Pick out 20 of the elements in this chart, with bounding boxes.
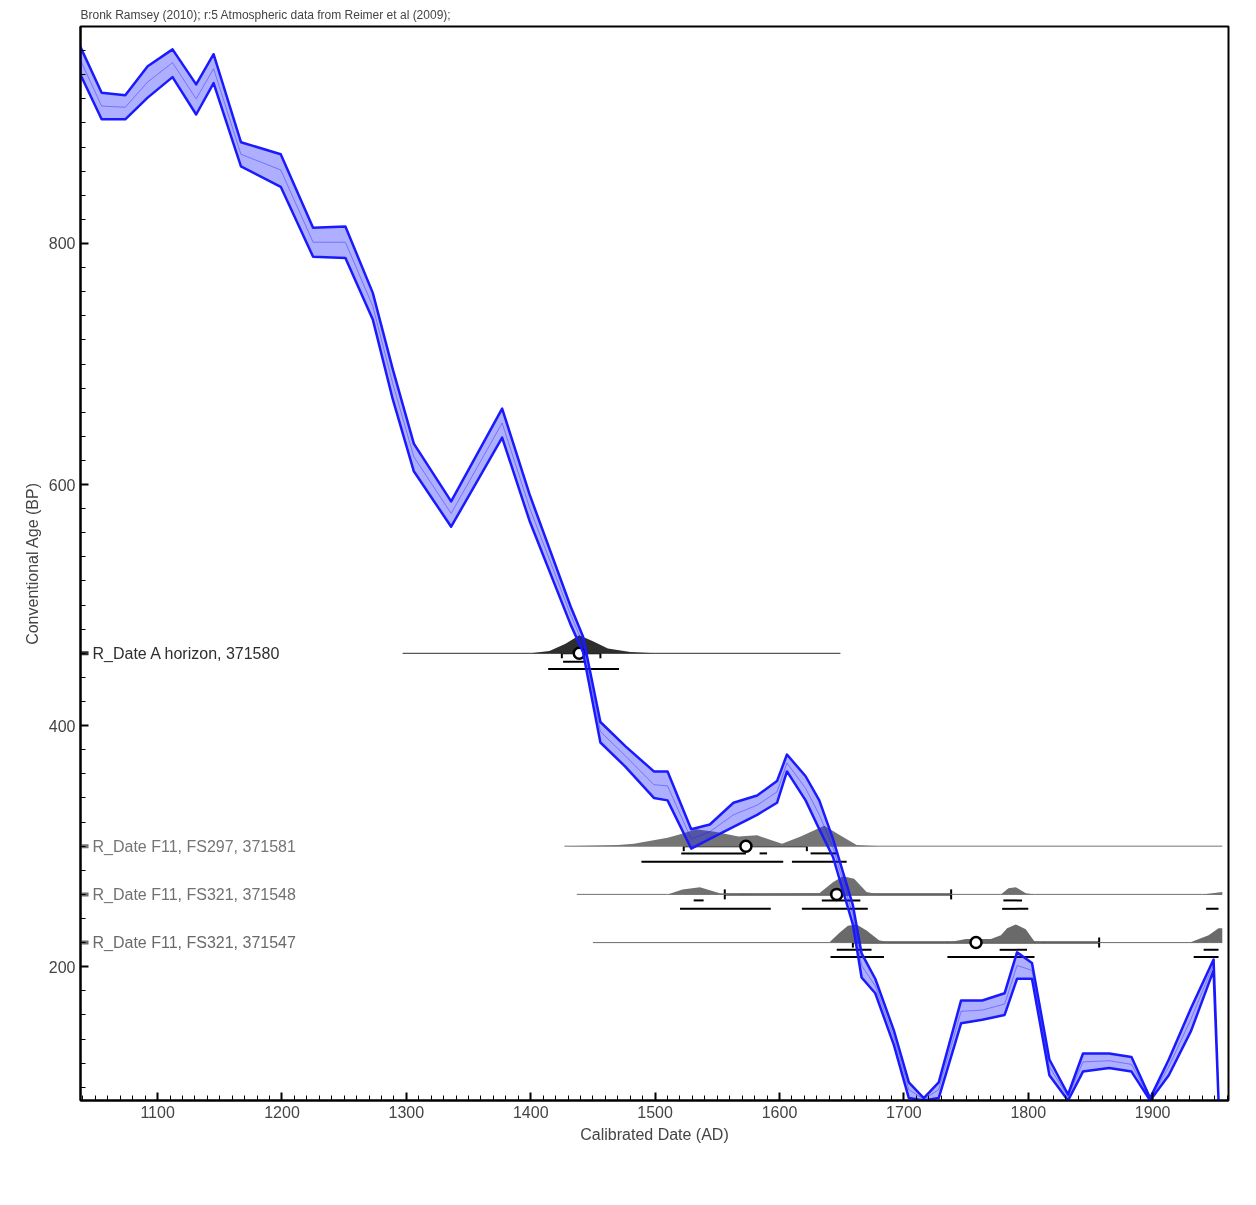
y-tick-label: 400 — [48, 717, 76, 735]
x-tick-label: 1500 — [637, 1103, 674, 1121]
y-tick-label: 800 — [48, 235, 76, 253]
legend-label: R_Date F11, FS321, 371547 — [92, 934, 296, 953]
x-tick-label: 1600 — [761, 1103, 798, 1121]
chart-title: Bronk Ramsey (2010); r:5 Atmospheric data from Reimer et al (2009); — [80, 7, 451, 22]
x-tick-label: 1900 — [1134, 1103, 1171, 1121]
y-tick-label: 600 — [48, 476, 76, 494]
x-tick-label: 1100 — [140, 1103, 175, 1121]
x-tick-label: 1800 — [1010, 1103, 1047, 1121]
y-axis-title: Conventional Age (BP) — [23, 483, 41, 645]
legend-label: R_Date F11, FS297, 371581 — [92, 837, 296, 856]
y-tick-label: 200 — [48, 958, 76, 976]
x-tick-label: 1200 — [264, 1103, 300, 1121]
x-tick-label: 1300 — [388, 1103, 425, 1121]
legend-label: R_Date F11, FS321, 371548 — [92, 885, 296, 904]
x-axis-title: Calibrated Date (AD) — [580, 1125, 729, 1143]
x-tick-label: 1400 — [512, 1103, 549, 1121]
x-tick-label: 1700 — [886, 1103, 922, 1121]
legend-label: R_Date A horizon, 371580 — [92, 644, 280, 663]
